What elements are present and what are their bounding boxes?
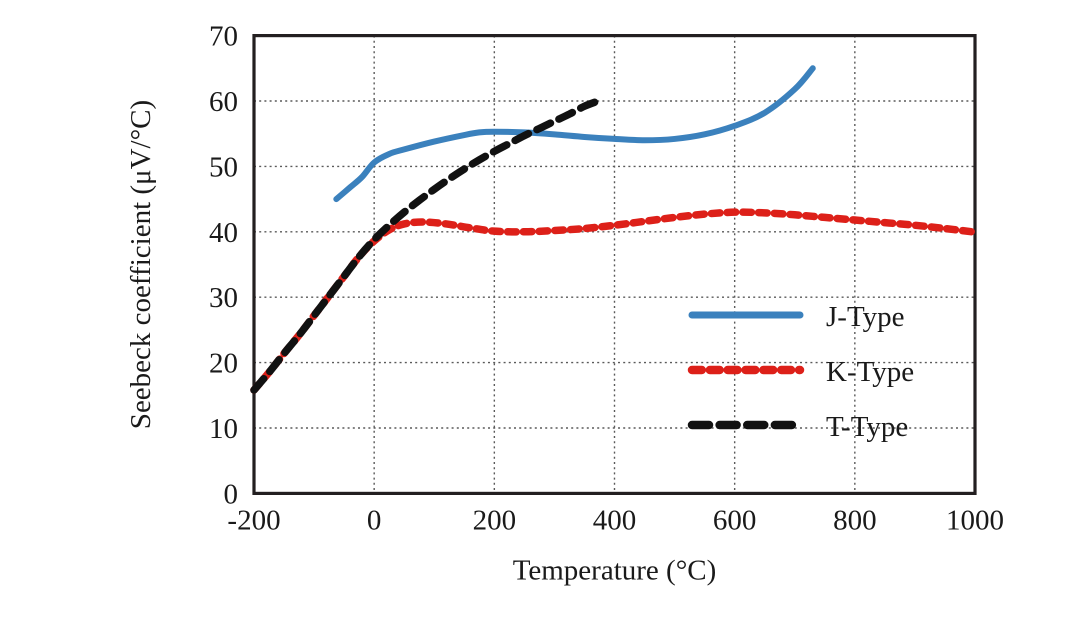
x-axis-title: Temperature (°C) [513, 554, 717, 586]
y-tick-label: 10 [209, 413, 238, 445]
y-tick-label: 30 [209, 282, 238, 314]
x-tick-label: 800 [833, 504, 877, 536]
y-tick-label: 20 [209, 348, 238, 380]
x-tick-label: 200 [473, 504, 517, 536]
series-line-j-type [333, 65, 816, 203]
x-tick-label: 400 [593, 504, 637, 536]
x-axis-tick-labels: -200 0 200 400 600 800 1000 [227, 504, 1004, 536]
legend-label-k-type: K-Type [826, 356, 914, 388]
chart-legend: J-Type K-Type T-Type [687, 301, 914, 443]
y-tick-label: 0 [224, 478, 239, 510]
y-tick-label: 60 [209, 86, 238, 118]
vertical-gridlines [373, 35, 856, 494]
plot-area-border [252, 33, 977, 495]
y-tick-label: 40 [209, 217, 238, 249]
y-axis-title: Seebeck coefficient (μV/°C) [125, 100, 157, 429]
legend-label-t-type: T-Type [826, 411, 908, 443]
x-tick-label: 600 [713, 504, 757, 536]
y-axis-tick-labels: 0 10 20 30 40 50 60 70 [209, 21, 238, 511]
x-tick-label: -200 [227, 504, 280, 536]
y-axis-title-group: Seebeck coefficient (μV/°C) [125, 100, 157, 429]
x-tick-label: 1000 [946, 504, 1004, 536]
x-tick-label: 0 [367, 504, 382, 536]
legend-label-j-type: J-Type [826, 301, 905, 333]
y-tick-label: 70 [209, 21, 238, 53]
y-tick-label: 50 [209, 151, 238, 183]
series-line-t-type [250, 97, 603, 394]
data-series-layer [250, 65, 976, 394]
